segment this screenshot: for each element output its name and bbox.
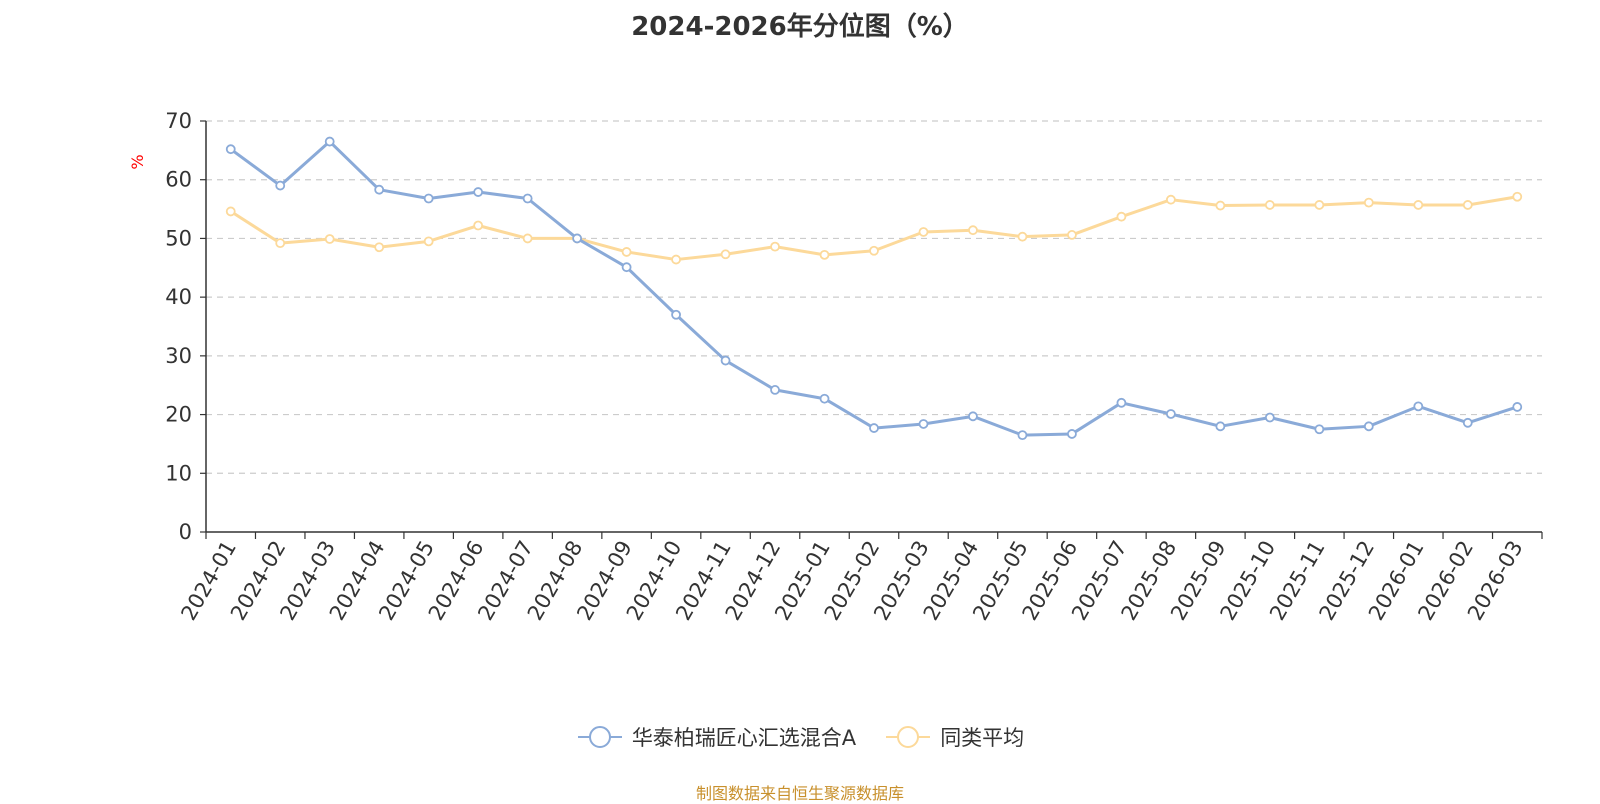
data-point[interactable] xyxy=(869,423,879,433)
data-point[interactable] xyxy=(423,236,434,247)
data-point[interactable] xyxy=(1512,191,1523,202)
data-point[interactable] xyxy=(1165,194,1176,205)
y-tick-label: 40 xyxy=(165,285,192,309)
data-point[interactable] xyxy=(918,419,929,429)
data-point[interactable] xyxy=(671,309,681,320)
data-point[interactable] xyxy=(522,193,533,204)
data-point[interactable] xyxy=(275,180,286,191)
data-point[interactable] xyxy=(522,233,533,244)
data-point[interactable] xyxy=(1413,401,1424,412)
data-point[interactable] xyxy=(1462,200,1473,210)
chart-title: 2024-2026年分位图（%） xyxy=(631,12,969,42)
y-tick-label: 10 xyxy=(165,461,192,485)
data-point[interactable] xyxy=(1314,200,1325,210)
data-point[interactable] xyxy=(1116,211,1127,222)
data-point[interactable] xyxy=(1017,231,1028,242)
data-point[interactable] xyxy=(1363,421,1374,432)
y-axis-label: % xyxy=(128,154,147,169)
data-point[interactable] xyxy=(1413,200,1424,210)
legend-marker-average xyxy=(886,726,931,748)
data-point[interactable] xyxy=(1462,417,1473,428)
data-point[interactable] xyxy=(621,247,632,257)
data-point[interactable] xyxy=(324,136,335,147)
data-point[interactable] xyxy=(968,225,978,236)
data-point[interactable] xyxy=(374,242,385,253)
series-1 xyxy=(225,191,1523,265)
data-point[interactable] xyxy=(1264,412,1275,423)
legend-item-average[interactable]: 同类平均 xyxy=(884,722,1024,752)
data-point[interactable] xyxy=(225,206,236,217)
legend-label-average: 同类平均 xyxy=(940,726,1025,750)
data-point[interactable] xyxy=(1215,421,1226,432)
y-tick-label: 60 xyxy=(165,168,192,192)
data-point[interactable] xyxy=(869,245,879,256)
legend: 华泰柏瑞匠心汇选混合A 同类平均 xyxy=(0,722,1600,752)
data-point[interactable] xyxy=(423,193,434,204)
data-point[interactable] xyxy=(720,355,731,366)
legend-item-fund[interactable]: 华泰柏瑞匠心汇选混合A xyxy=(576,722,856,752)
data-point[interactable] xyxy=(225,144,236,155)
series-0 xyxy=(225,136,1523,441)
data-point[interactable] xyxy=(770,241,780,252)
data-point[interactable] xyxy=(1067,230,1077,240)
data-point[interactable] xyxy=(374,184,385,195)
data-point[interactable] xyxy=(275,238,286,249)
data-point[interactable] xyxy=(1264,200,1275,210)
data-point[interactable] xyxy=(324,234,335,244)
data-point[interactable] xyxy=(1067,429,1077,439)
data-point[interactable] xyxy=(473,187,484,197)
series-layer xyxy=(225,136,1523,441)
data-point[interactable] xyxy=(720,249,731,260)
legend-marker-fund xyxy=(577,726,622,748)
y-tick-label: 50 xyxy=(165,226,192,250)
data-point[interactable] xyxy=(1165,409,1176,419)
source-note: 制图数据来自恒生聚源数据库 xyxy=(695,784,904,803)
data-point[interactable] xyxy=(473,220,484,231)
grid-lines xyxy=(206,120,1542,474)
y-tick-label: 20 xyxy=(165,403,192,427)
series-line xyxy=(229,140,1519,437)
data-point[interactable] xyxy=(1017,430,1028,441)
data-point[interactable] xyxy=(671,254,681,265)
data-point[interactable] xyxy=(1363,197,1374,208)
data-point[interactable] xyxy=(918,227,929,237)
data-point[interactable] xyxy=(770,385,780,395)
data-point[interactable] xyxy=(819,393,830,404)
y-tick-label: 70 xyxy=(165,109,192,133)
y-tick-label: 0 xyxy=(179,520,192,544)
data-point[interactable] xyxy=(1512,402,1523,412)
data-point[interactable] xyxy=(1215,200,1226,211)
data-point[interactable] xyxy=(1314,424,1325,435)
y-tick-label: 30 xyxy=(165,344,192,368)
legend-label-fund: 华泰柏瑞匠心汇选混合A xyxy=(631,726,857,750)
data-point[interactable] xyxy=(1116,397,1127,408)
data-point[interactable] xyxy=(968,411,978,422)
axes: 0102030405060702024-012024-022024-032024… xyxy=(165,109,1543,624)
data-point[interactable] xyxy=(819,249,830,260)
data-point[interactable] xyxy=(572,233,583,244)
data-point[interactable] xyxy=(621,262,632,273)
